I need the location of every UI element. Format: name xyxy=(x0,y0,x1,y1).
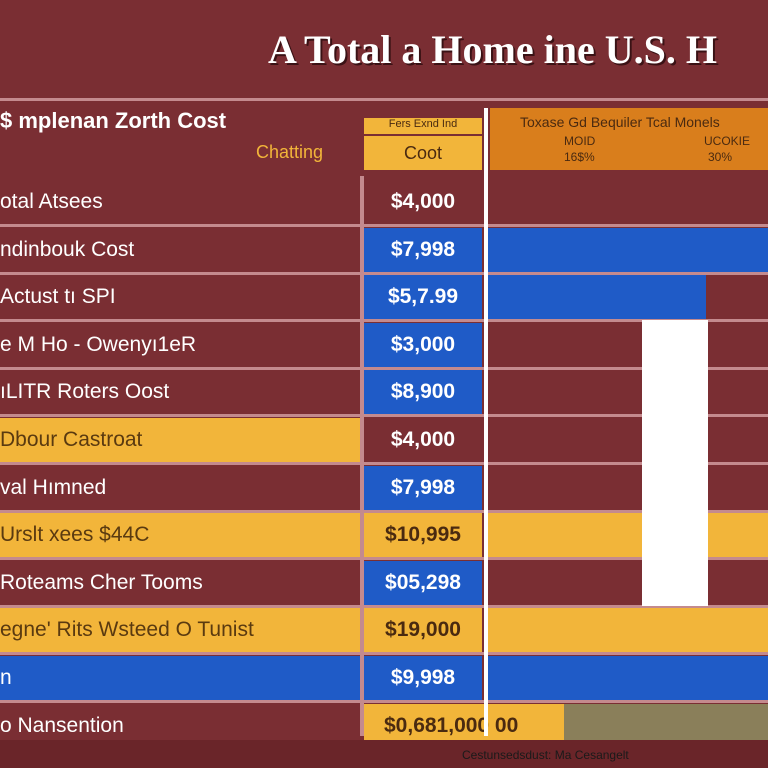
row-value: $7,998 xyxy=(364,466,482,510)
table-row: Dbour Castroat $4,000 xyxy=(0,418,768,465)
row-bar xyxy=(488,608,768,652)
row-separator xyxy=(0,319,768,322)
row-label: Urslt xees $44C xyxy=(0,513,360,557)
row-bar xyxy=(488,323,768,367)
table-row: otal Atsees $4,000 xyxy=(0,180,768,227)
row-label: val Hımned xyxy=(0,466,360,510)
row-separator xyxy=(0,272,768,275)
table-row: Actust tı SPI $5,7.99 xyxy=(0,275,768,322)
table-row: n $9,998 xyxy=(0,656,768,703)
bars-header-b1: UCOKIE xyxy=(704,134,751,148)
table-row: e M Ho - Owenyı1eR $3,000 xyxy=(0,323,768,370)
row-value: $5,7.99 xyxy=(364,275,482,319)
chart-title: A Total a Home ine U.S. H xyxy=(0,22,768,78)
row-bar xyxy=(488,275,706,319)
row-value: $05,298 xyxy=(364,561,482,605)
row-label: Roteams Cher Tooms xyxy=(0,561,360,605)
row-bar xyxy=(488,370,768,414)
row-separator xyxy=(0,414,768,417)
row-separator xyxy=(0,652,768,655)
row-label: ndinbouk Cost xyxy=(0,228,360,272)
row-separator xyxy=(0,605,768,608)
row-bar xyxy=(488,513,768,557)
column-header-label: $ mplenan Zorth Cost xyxy=(0,108,227,133)
row-value: $7,998 xyxy=(364,228,482,272)
row-label: n xyxy=(0,656,360,700)
row-label: egne' Rits Wsteed O Tunist xyxy=(0,608,360,652)
row-bar xyxy=(488,228,768,272)
row-bar xyxy=(488,466,768,510)
footer-note: Cestunsedsdust: Ma Cesangelt xyxy=(462,748,629,762)
row-separator xyxy=(0,510,768,513)
header-divider xyxy=(0,98,768,101)
table-row: val Hımned $7,998 xyxy=(0,466,768,513)
chart-title-text: A Total a Home ine U.S. H xyxy=(268,27,717,72)
row-value: $4,000 xyxy=(364,418,482,462)
row-value: $10,995 xyxy=(364,513,482,557)
bars-header-b2: 30% xyxy=(708,150,733,164)
row-label: ıLITR Roters Oost xyxy=(0,370,360,414)
row-separator xyxy=(0,700,768,703)
row-separator xyxy=(0,224,768,227)
row-value: $4,000 xyxy=(364,180,482,224)
row-label: otal Atsees xyxy=(0,180,360,224)
bottom-band xyxy=(0,740,768,768)
row-separator xyxy=(0,367,768,370)
row-label: e M Ho - Owenyı1eR xyxy=(0,323,360,367)
row-value: $3,000 xyxy=(364,323,482,367)
row-value: $19,000 xyxy=(364,608,482,652)
table-row: Urslt xees $44C $10,995 xyxy=(0,513,768,560)
column-header-value-top: Fers Exnd Ind xyxy=(364,118,482,134)
row-label: Actust tı SPI xyxy=(0,275,360,319)
column-header-value: Coot xyxy=(364,136,482,170)
row-value: $8,900 xyxy=(364,370,482,414)
column-divider xyxy=(360,176,364,736)
bars-header-a1: MOID xyxy=(564,134,596,148)
table-row: ıLITR Roters Oost $8,900 xyxy=(0,370,768,417)
row-bar xyxy=(488,561,768,605)
table-row: ndinbouk Cost $7,998 xyxy=(0,228,768,275)
column-header-bars: Toxase Gd Bequiler Tcal Monels MOID 16$%… xyxy=(490,108,768,170)
row-bar xyxy=(488,180,768,224)
row-bar xyxy=(488,656,768,700)
row-value: $9,998 xyxy=(364,656,482,700)
row-label: Dbour Castroat xyxy=(0,418,360,462)
bars-header-title: Toxase Gd Bequiler Tcal Monels xyxy=(520,114,720,130)
bars-divider xyxy=(484,108,488,736)
row-separator xyxy=(0,557,768,560)
row-bar xyxy=(488,418,768,462)
column-header-sub: Chatting xyxy=(256,142,324,162)
table-row: egne' Rits Wsteed O Tunist $19,000 xyxy=(0,608,768,655)
bars-header-a2: 16$% xyxy=(564,150,595,164)
table-row: Roteams Cher Tooms $05,298 xyxy=(0,561,768,608)
row-separator xyxy=(0,462,768,465)
white-bar xyxy=(642,320,708,606)
